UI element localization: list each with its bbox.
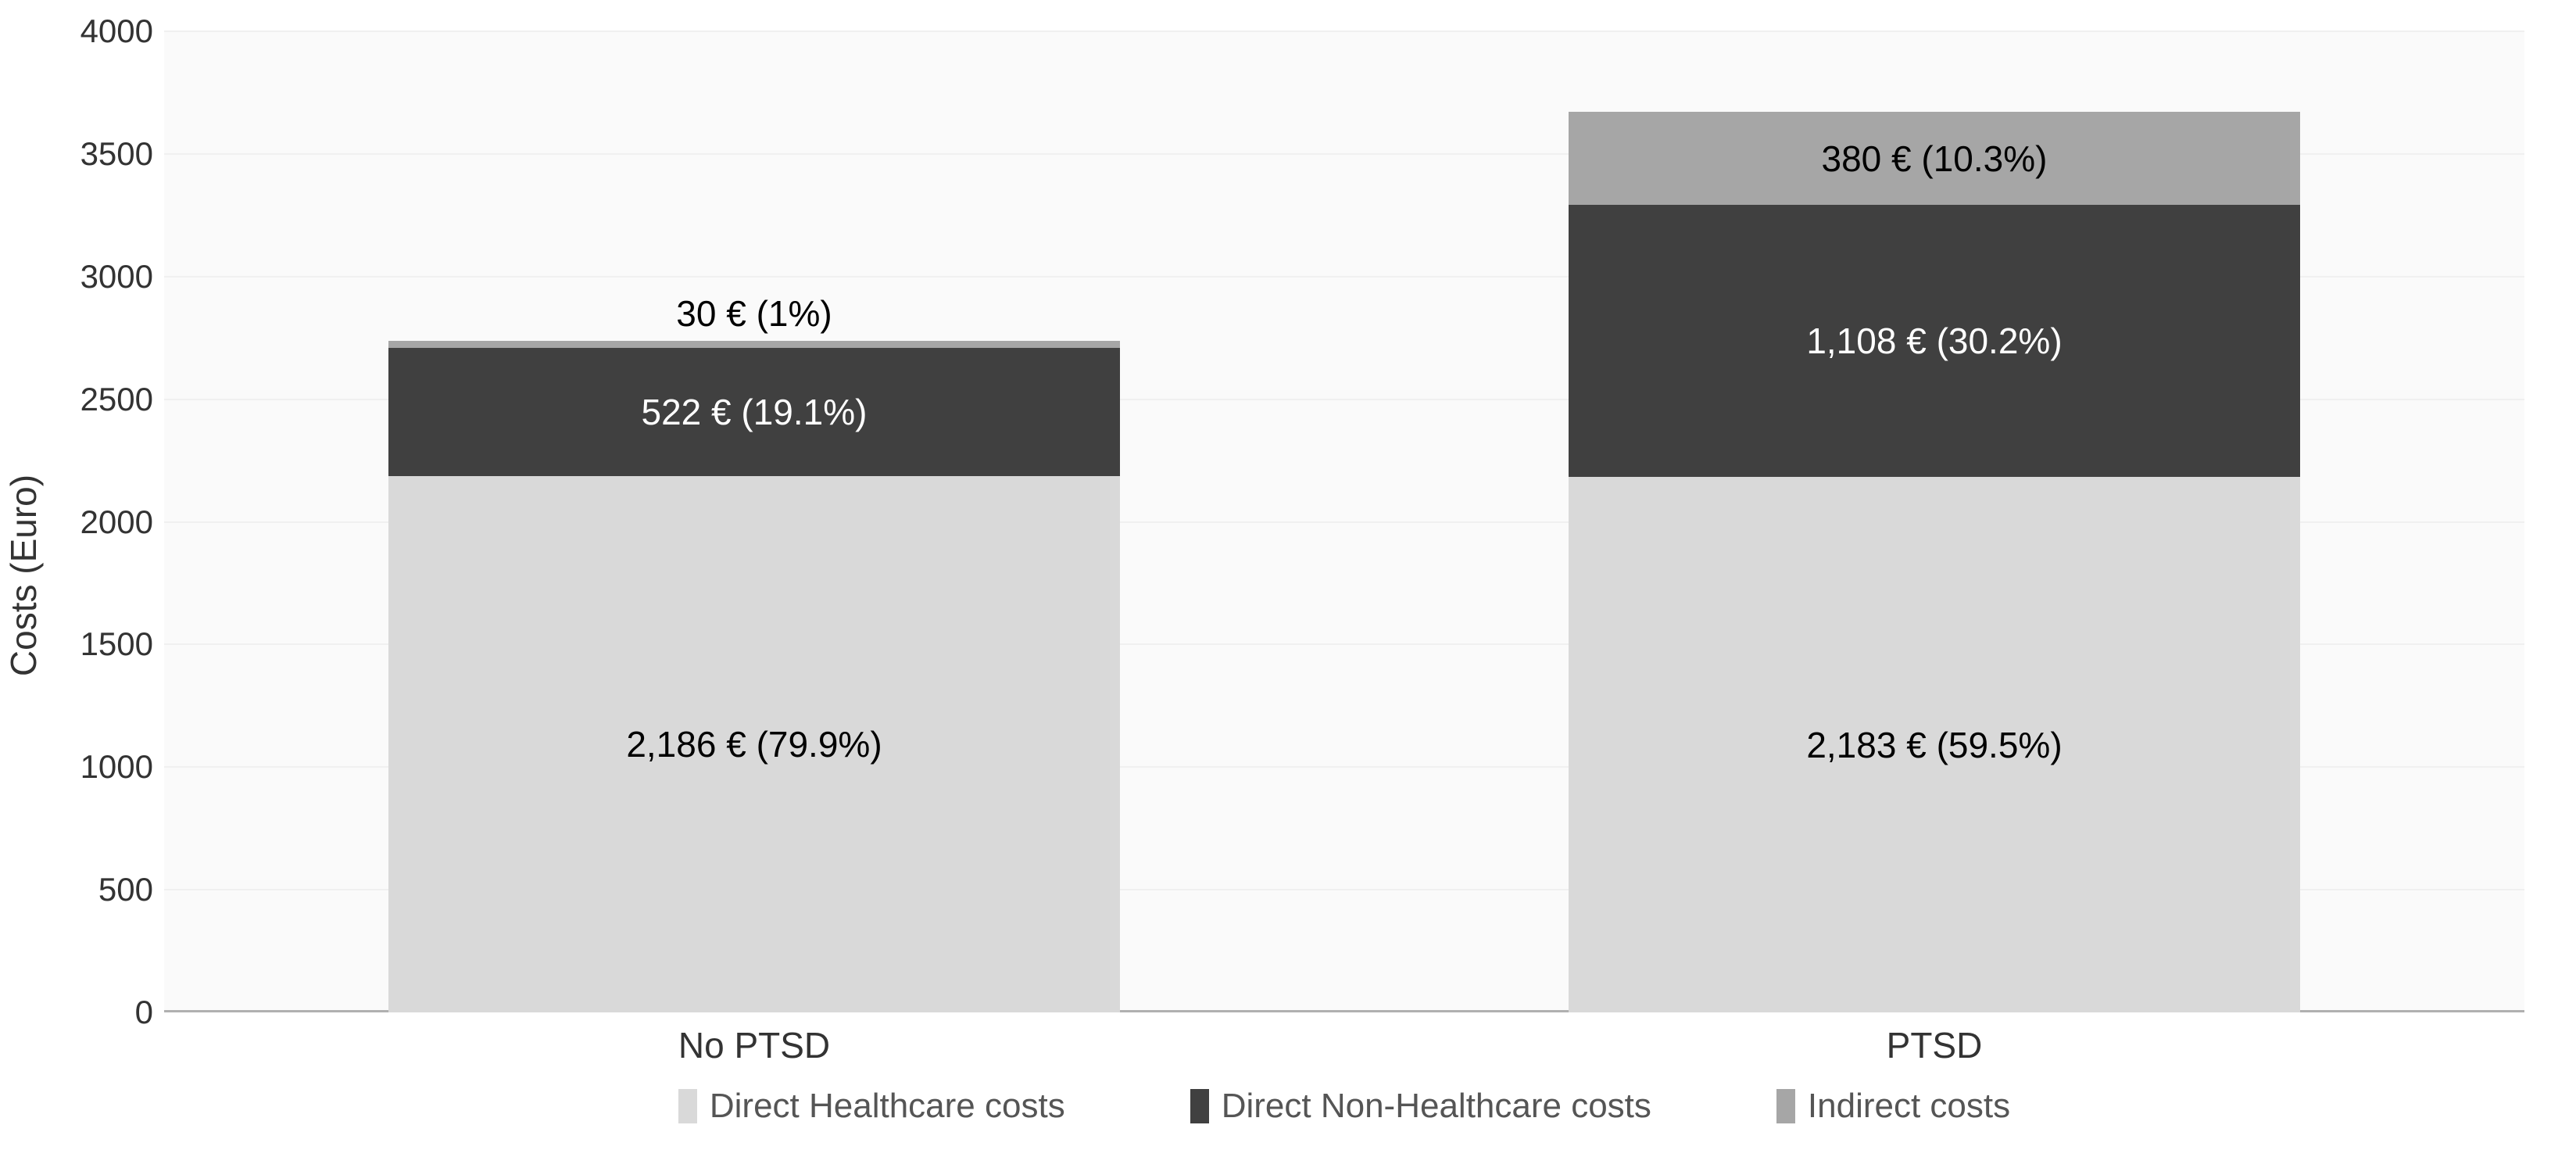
ytick-label: 2000 bbox=[44, 503, 153, 541]
ytick-label: 1500 bbox=[44, 625, 153, 663]
ytick-label: 0 bbox=[44, 994, 153, 1031]
legend-label: Direct Healthcare costs bbox=[710, 1087, 1065, 1126]
xtick-label: No PTSD bbox=[678, 1024, 830, 1066]
bar-segment-label: 1,108 € (30.2%) bbox=[1569, 320, 2300, 362]
legend-item: Direct Healthcare costs bbox=[678, 1087, 1065, 1126]
legend-label: Direct Non-Healthcare costs bbox=[1222, 1087, 1651, 1126]
bar-segment-label: 2,186 € (79.9%) bbox=[388, 723, 1120, 765]
legend-swatch bbox=[1190, 1089, 1209, 1123]
bar-segment bbox=[388, 341, 1120, 348]
bar-segment: 2,183 € (59.5%) bbox=[1569, 477, 2300, 1012]
legend-item: Direct Non-Healthcare costs bbox=[1190, 1087, 1651, 1126]
chart-container: Costs (Euro) 2,186 € (79.9%)522 € (19.1%… bbox=[16, 16, 2560, 1134]
y-axis-label: Costs (Euro) bbox=[2, 474, 45, 675]
bar-segment: 522 € (19.1%) bbox=[388, 348, 1120, 476]
bar-group: 2,183 € (59.5%) 1,108 € (30.2%) 380 € (10.… bbox=[1569, 112, 2300, 1012]
bar-segment: 1,108 € (30.2%) bbox=[1569, 205, 2300, 477]
bar-group: 2,186 € (79.9%)522 € (19.1%)30 € (1%) bbox=[388, 341, 1120, 1012]
ytick-label: 3000 bbox=[44, 258, 153, 296]
gridline bbox=[164, 30, 2524, 32]
ytick-label: 3500 bbox=[44, 135, 153, 173]
ytick-label: 1000 bbox=[44, 748, 153, 786]
plot-area: 2,186 € (79.9%) 522 € (19.1%) 30 € (1%) 2,1… bbox=[164, 31, 2524, 1012]
legend: Direct Healthcare costs Direct Non-Health… bbox=[164, 1087, 2524, 1126]
bar-segment: 380 € (10.3%) bbox=[1569, 112, 2300, 205]
legend-item: Indirect costs bbox=[1776, 1087, 2010, 1126]
xtick-label: PTSD bbox=[1887, 1024, 1983, 1066]
ytick-label: 2500 bbox=[44, 381, 153, 418]
legend-label: Indirect costs bbox=[1808, 1087, 2010, 1126]
bar-segment-label: 380 € (10.3%) bbox=[1569, 138, 2300, 180]
bar-segment-label-above: 30 € (1%) bbox=[388, 292, 1120, 341]
bar-segment-label: 522 € (19.1%) bbox=[388, 391, 1120, 433]
bar-segment-label: 2,183 € (59.5%) bbox=[1569, 724, 2300, 766]
bar-segment: 2,186 € (79.9%) bbox=[388, 476, 1120, 1012]
ytick-label: 4000 bbox=[44, 13, 153, 50]
ytick-label: 500 bbox=[44, 871, 153, 908]
legend-swatch bbox=[1776, 1089, 1795, 1123]
legend-swatch bbox=[678, 1089, 697, 1123]
